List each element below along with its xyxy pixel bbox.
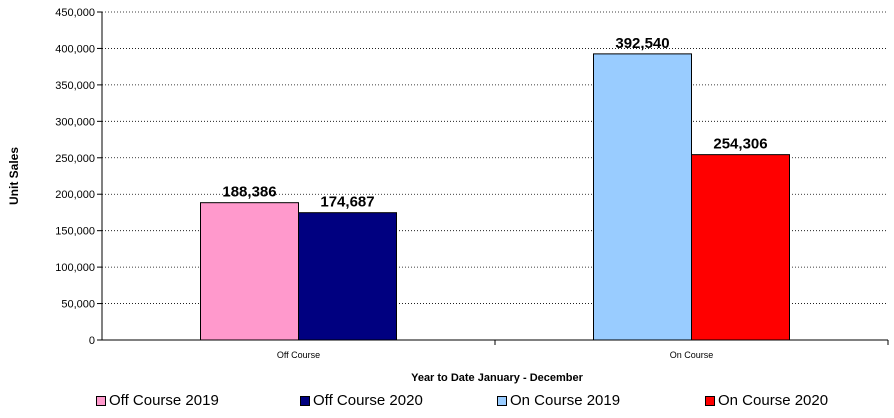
legend-item: Off Course 2020 [300, 392, 423, 409]
y-tick-label: 0 [89, 335, 95, 347]
y-tick-label: 350,000 [55, 80, 95, 92]
y-tick-label: 150,000 [55, 226, 95, 238]
bar [593, 53, 692, 341]
legend-swatch [96, 395, 106, 406]
bars [200, 53, 790, 341]
bar [691, 154, 790, 341]
legend-item: Off Course 2019 [96, 392, 219, 409]
y-axis-ticks: 0 50,000 100,000 150,000 200,000 250,000 300,0… [55, 7, 102, 347]
data-label: 254,306 [713, 136, 767, 153]
y-tick-label: 300,000 [55, 116, 95, 128]
bar [200, 202, 299, 341]
x-tick-label: Off Course [277, 350, 320, 360]
legend-label: On Course 2020 [718, 392, 829, 409]
y-tick-label: 450,000 [55, 7, 95, 19]
legend-swatch [497, 395, 507, 406]
legend-swatch [705, 395, 715, 406]
legend-item: On Course 2019 [497, 392, 620, 409]
x-axis-label: Year to Date January - December [411, 372, 584, 384]
bar-chart: 0 50,000 100,000 150,000 200,000 250,000 300,0… [7, 7, 889, 384]
y-tick-label: 100,000 [55, 262, 95, 274]
x-axis-ticks: Off Course On Course [277, 340, 889, 360]
legend-label: Off Course 2020 [313, 392, 423, 409]
y-tick-label: 250,000 [55, 153, 95, 165]
data-label: 174,687 [320, 194, 374, 211]
legend: Off Course 2019 Off Course 2020 On Course … [0, 392, 894, 414]
legend-label: Off Course 2019 [109, 392, 219, 409]
data-label: 392,540 [615, 35, 669, 52]
y-tick-label: 50,000 [61, 299, 95, 311]
y-axis-label: Unit Sales [7, 147, 21, 205]
y-tick-label: 200,000 [55, 189, 95, 201]
x-tick-label: On Course [670, 350, 714, 360]
legend-swatch [300, 395, 310, 406]
y-tick-label: 400,000 [55, 43, 95, 55]
data-label: 188,386 [222, 184, 276, 201]
bar [298, 212, 397, 341]
legend-label: On Course 2019 [510, 392, 621, 409]
data-labels: 188,386 174,687 392,540 254,306 [222, 35, 767, 211]
legend-item: On Course 2020 [705, 392, 828, 409]
